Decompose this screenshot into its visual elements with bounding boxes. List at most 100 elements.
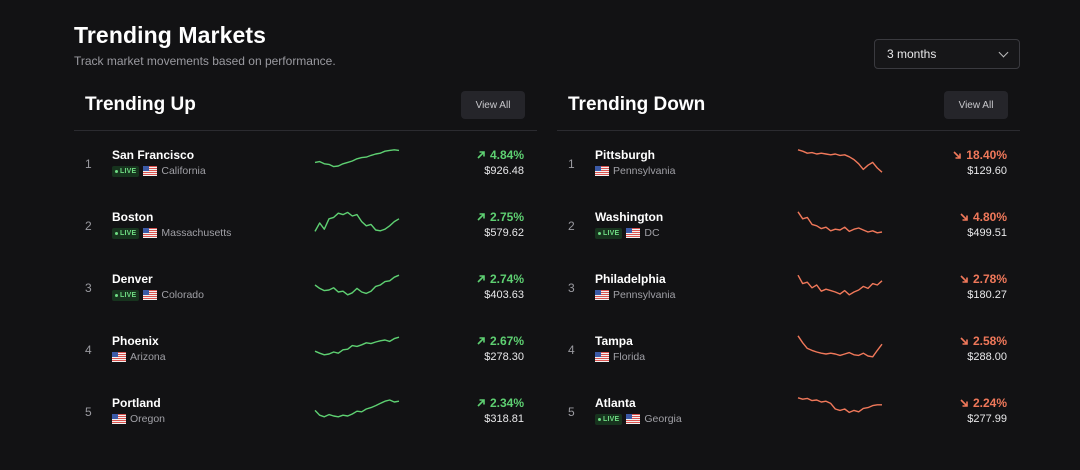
- us-flag-icon: [595, 166, 609, 176]
- market-row[interactable]: 4 Phoenix Arizona 2.67% $278.30: [74, 317, 537, 379]
- market-row[interactable]: 4 Tampa Florida 2.58% $288.00: [557, 317, 1020, 379]
- market-meta: LIVE California: [112, 165, 206, 177]
- city-name: San Francisco: [112, 148, 195, 162]
- arrow-down-right-icon: [953, 151, 962, 159]
- market-meta: Pennsylvania: [595, 289, 675, 301]
- us-flag-icon: [143, 290, 158, 300]
- market-row[interactable]: 2 Boston LIVE Massachusetts 2.75% $579.62: [74, 193, 537, 255]
- price-value: $403.63: [484, 289, 524, 301]
- sparkline-line: [314, 399, 400, 418]
- sparkline-line: [314, 336, 400, 356]
- sparkline-line: [797, 211, 883, 234]
- live-dot-icon: [115, 231, 118, 235]
- live-badge: LIVE: [112, 289, 140, 301]
- us-flag-icon: [626, 228, 641, 238]
- market-row[interactable]: 3 Philadelphia Pennsylvania 2.78% $180.27: [557, 255, 1020, 317]
- market-row[interactable]: 1 San Francisco LIVE California 4.84% $926.48: [74, 131, 537, 193]
- change-value: 4.84%: [489, 148, 524, 162]
- change-percent: 4.84%: [476, 148, 524, 162]
- market-row[interactable]: 5 Atlanta LIVE Georgia 2.24% $277.99: [557, 379, 1020, 441]
- live-label: LIVE: [120, 229, 137, 237]
- change-value: 2.58%: [972, 334, 1007, 348]
- city-name: Washington: [595, 210, 664, 224]
- rank-number: 1: [85, 157, 92, 171]
- period-dropdown-value: 3 months: [887, 47, 937, 61]
- state-name: California: [161, 165, 206, 177]
- arrow-up-right-icon: [477, 399, 485, 407]
- change-value: 2.34%: [489, 396, 524, 410]
- arrow-up-right-icon: [477, 275, 485, 283]
- market-row[interactable]: 3 Denver LIVE Colorado 2.74% $403.63: [74, 255, 537, 317]
- arrow-down-right-icon: [960, 213, 968, 221]
- city-name: Portland: [112, 396, 161, 410]
- sparkline-chart: [797, 274, 883, 296]
- sparkline-chart: [797, 211, 883, 234]
- rank-number: 2: [568, 219, 575, 233]
- live-label: LIVE: [120, 167, 137, 175]
- live-label: LIVE: [603, 415, 620, 423]
- price-value: $499.51: [967, 227, 1007, 239]
- city-name: Boston: [112, 210, 154, 224]
- arrow-down-right-icon: [960, 337, 968, 345]
- live-dot-icon: [598, 231, 601, 235]
- rank-number: 3: [85, 281, 92, 295]
- change-value: 2.24%: [972, 396, 1007, 410]
- change-value: 2.78%: [972, 272, 1007, 286]
- change-percent: 2.78%: [959, 272, 1007, 286]
- rank-number: 4: [85, 343, 92, 357]
- rank-number: 4: [568, 343, 575, 357]
- change-percent: 2.34%: [476, 396, 524, 410]
- live-badge: LIVE: [595, 227, 623, 239]
- price-value: $180.27: [967, 289, 1007, 301]
- change-value: 2.75%: [489, 210, 524, 224]
- trending-up-panel: Trending Up View All 1 San Francisco LIVE C…: [74, 89, 537, 441]
- panel-header: Trending Up View All: [74, 89, 537, 131]
- market-meta: LIVE Colorado: [112, 289, 204, 301]
- market-meta: Florida: [595, 351, 645, 363]
- rank-number: 5: [85, 405, 92, 419]
- city-name: Phoenix: [112, 334, 159, 348]
- period-dropdown[interactable]: 3 months: [874, 39, 1020, 69]
- change-percent: 2.58%: [959, 334, 1007, 348]
- live-dot-icon: [115, 293, 118, 297]
- page-subtitle: Track market movements based on performa…: [74, 54, 336, 68]
- us-flag-icon: [112, 414, 126, 424]
- live-badge: LIVE: [595, 413, 623, 425]
- arrow-up-right-icon: [477, 213, 485, 221]
- city-name: Atlanta: [595, 396, 636, 410]
- city-name: Pittsburgh: [595, 148, 655, 162]
- price-value: $288.00: [967, 351, 1007, 363]
- arrow-up-right-icon: [477, 337, 485, 345]
- rank-number: 3: [568, 281, 575, 295]
- us-flag-icon: [595, 290, 609, 300]
- change-percent: 2.74%: [476, 272, 524, 286]
- change-value: 18.40%: [966, 148, 1007, 162]
- state-name: Pennsylvania: [613, 165, 676, 177]
- price-value: $129.60: [967, 165, 1007, 177]
- change-value: 2.67%: [489, 334, 524, 348]
- panel-title: Trending Down: [568, 94, 706, 115]
- price-value: $278.30: [484, 351, 524, 363]
- market-meta: LIVE DC: [595, 227, 660, 239]
- arrow-down-right-icon: [960, 399, 968, 407]
- live-badge: LIVE: [112, 227, 140, 239]
- sparkline-line: [314, 149, 400, 168]
- sparkline-chart: [797, 397, 882, 414]
- arrow-up-right-icon: [477, 151, 485, 159]
- market-row[interactable]: 5 Portland Oregon 2.34% $318.81: [74, 379, 537, 441]
- view-all-button[interactable]: View All: [944, 91, 1008, 119]
- rank-number: 1: [568, 157, 575, 171]
- city-name: Tampa: [595, 334, 633, 348]
- rank-number: 2: [85, 219, 92, 233]
- state-name: Georgia: [644, 413, 682, 425]
- price-value: $926.48: [484, 165, 524, 177]
- change-value: 2.74%: [489, 272, 524, 286]
- market-meta: LIVE Georgia: [595, 413, 682, 425]
- market-row[interactable]: 2 Washington LIVE DC 4.80% $499.51: [557, 193, 1020, 255]
- market-row[interactable]: 1 Pittsburgh Pennsylvania 18.40% $129.60: [557, 131, 1020, 193]
- market-list: 1 San Francisco LIVE California 4.84% $926.48…: [74, 131, 537, 441]
- view-all-button[interactable]: View All: [461, 91, 525, 119]
- sparkline-chart: [314, 336, 400, 356]
- live-dot-icon: [115, 169, 118, 173]
- page-header: Trending Markets Track market movements …: [74, 22, 336, 68]
